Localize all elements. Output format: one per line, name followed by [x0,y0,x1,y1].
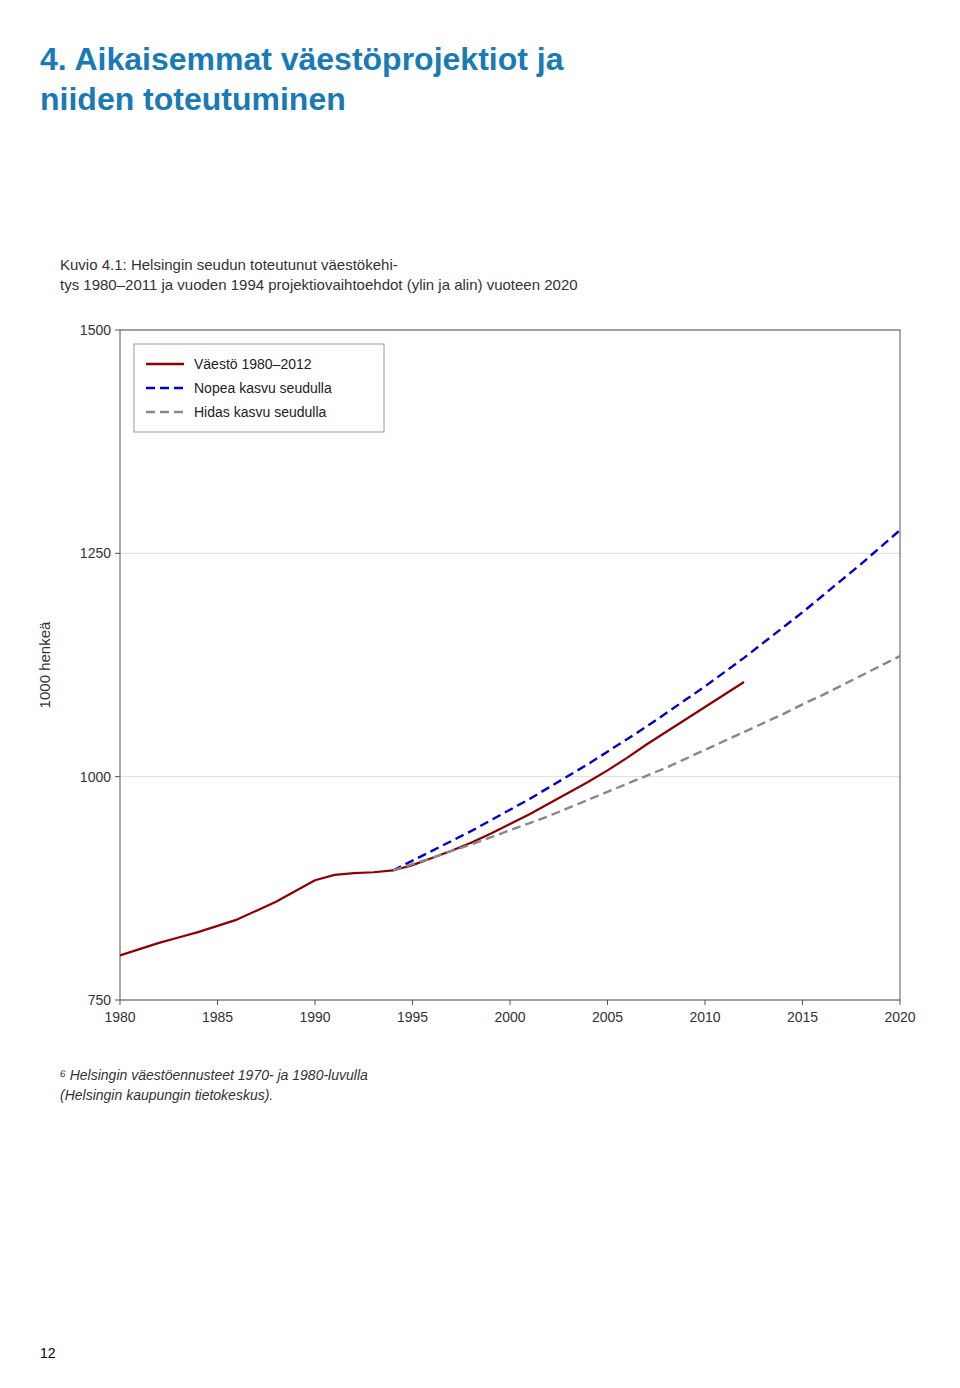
series-line [393,530,900,870]
x-tick [705,1000,706,1005]
y-tick [115,776,120,777]
x-tick-label: 1985 [202,1009,233,1025]
y-tick-label: 1000 [80,769,111,785]
x-tick-label: 2005 [592,1009,623,1025]
y-tick [115,553,120,554]
x-tick-label: 1995 [397,1009,428,1025]
page: 4. Aikaisemmat väestöprojektiot ja niiden… [0,0,960,1388]
x-tick [217,1000,218,1005]
lines [120,530,900,955]
x-tick [900,1000,901,1005]
y-tick-label: 750 [88,992,112,1008]
x-tick [120,1000,121,1005]
legend-label: Väestö 1980–2012 [194,356,312,372]
x-tick [412,1000,413,1005]
x-tick-label: 2015 [787,1009,818,1025]
caption: Kuvio 4.1: Helsingin seudun toteutunut v… [60,256,398,273]
legend-label: Hidas kasvu seudulla [194,404,327,420]
legend-swatch [146,363,184,365]
x-tick [802,1000,803,1005]
page-title: niiden toteutuminen [40,81,346,117]
legend-label: Nopea kasvu seudulla [194,380,332,396]
page-title: 4. Aikaisemmat väestöprojektiot ja [40,41,564,77]
y-axis-label: 1000 henkeä [36,621,53,708]
x-tick [607,1000,608,1005]
footnote: (Helsingin kaupungin tietokeskus). [60,1087,273,1103]
x-tick [510,1000,511,1005]
x-tick-label: 1990 [299,1009,330,1025]
grid [120,330,900,1000]
x-tick [315,1000,316,1005]
y-tick [115,1000,120,1001]
x-tick-label: 2010 [689,1009,720,1025]
series-line [393,656,900,870]
y-tick-label: 1500 [80,322,111,338]
x-tick-label: 2020 [884,1009,915,1025]
page-number: 12 [40,1345,56,1361]
legend-box [134,344,384,432]
caption: tys 1980–2011 ja vuoden 1994 projektiova… [60,276,578,293]
legend: Väestö 1980–2012 Nopea kasvu seudulla Hida… [134,344,384,432]
x-tick-label: 2000 [494,1009,525,1025]
y-tick [115,330,120,331]
grid-line [120,553,900,554]
footnote: ⁶ Helsingin väestöennusteet 1970- ja 198… [60,1067,368,1083]
legend-swatch [146,411,184,413]
grid-line [120,776,900,777]
legend-swatch [146,387,184,389]
plot-frame [120,330,900,1000]
y-tick-label: 1250 [80,545,111,561]
x-tick-label: 1980 [104,1009,135,1025]
background [0,0,960,1388]
